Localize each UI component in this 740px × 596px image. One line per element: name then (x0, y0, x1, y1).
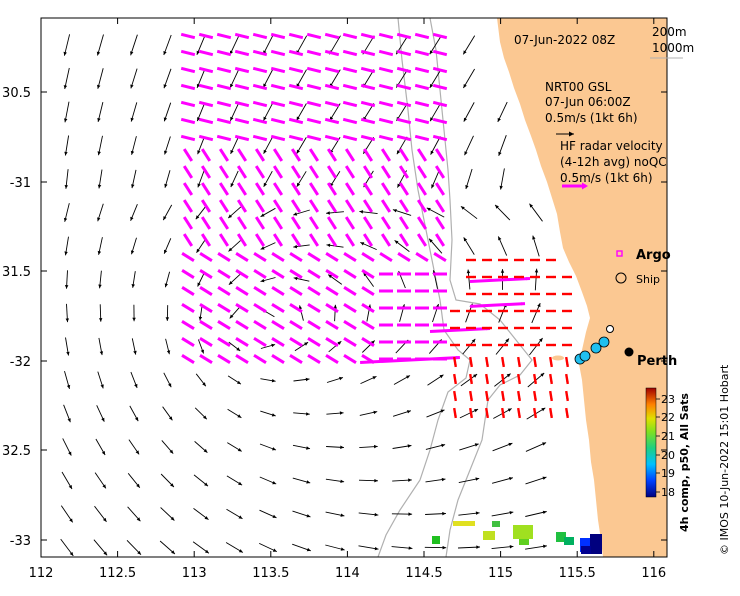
y-tick-label: -31 (10, 176, 31, 191)
colorbar-title: 4h comp, p50, All Sats (678, 393, 691, 532)
contour-label-1000: 1000m (652, 41, 694, 55)
y-tick-label: 30.5 (2, 86, 31, 101)
perth-marker (625, 348, 634, 357)
x-tick-label: 115 (488, 566, 513, 581)
copyright-text: © IMOS 10-Jun-2022 15:01 Hobart (718, 364, 731, 555)
x-tick-label: 114 (335, 566, 360, 581)
date-label: 07-Jun-2022 08Z (514, 33, 615, 47)
model-scale: 0.5m/s (1kt 6h) (545, 111, 638, 125)
hf-scale: 0.5m/s (1kt 6h) (560, 171, 653, 185)
colorbar-tick-label: 21 (661, 430, 675, 443)
sst-colorbar (646, 388, 656, 497)
x-tick-label: 113.5 (252, 566, 289, 581)
argo-label: Argo (636, 248, 671, 263)
x-tick-label: 115.5 (559, 566, 596, 581)
contour-label-200: 200m (652, 25, 687, 39)
y-tick-label: -32 (10, 355, 31, 370)
ship-label: Ship (636, 273, 660, 286)
hf-title: HF radar velocity (560, 139, 663, 153)
city-label-perth: Perth (637, 354, 677, 369)
x-tick-label: 113 (182, 566, 207, 581)
x-tick-label: 114.5 (405, 566, 442, 581)
y-tick-label: 32.5 (2, 444, 31, 459)
colorbar-tick-label: 23 (661, 393, 675, 406)
colorbar-tick-label: 20 (661, 449, 675, 462)
model-time: 07-Jun 06:00Z (545, 95, 631, 109)
model-title: NRT00 GSL (545, 80, 612, 94)
colorbar-tick-label: 22 (661, 411, 675, 424)
x-tick-label: 116 (641, 566, 666, 581)
x-tick-label: 112.5 (99, 566, 136, 581)
x-tick-label: 112 (29, 566, 54, 581)
y-tick-label: -33 (10, 534, 31, 549)
y-tick-label: 31.5 (2, 265, 31, 280)
hf-subtitle: (4-12h avg) noQC (560, 155, 667, 169)
colorbar-tick-label: 19 (661, 467, 675, 480)
rottnest-island (552, 356, 564, 361)
colorbar-tick-label: 18 (661, 486, 675, 499)
